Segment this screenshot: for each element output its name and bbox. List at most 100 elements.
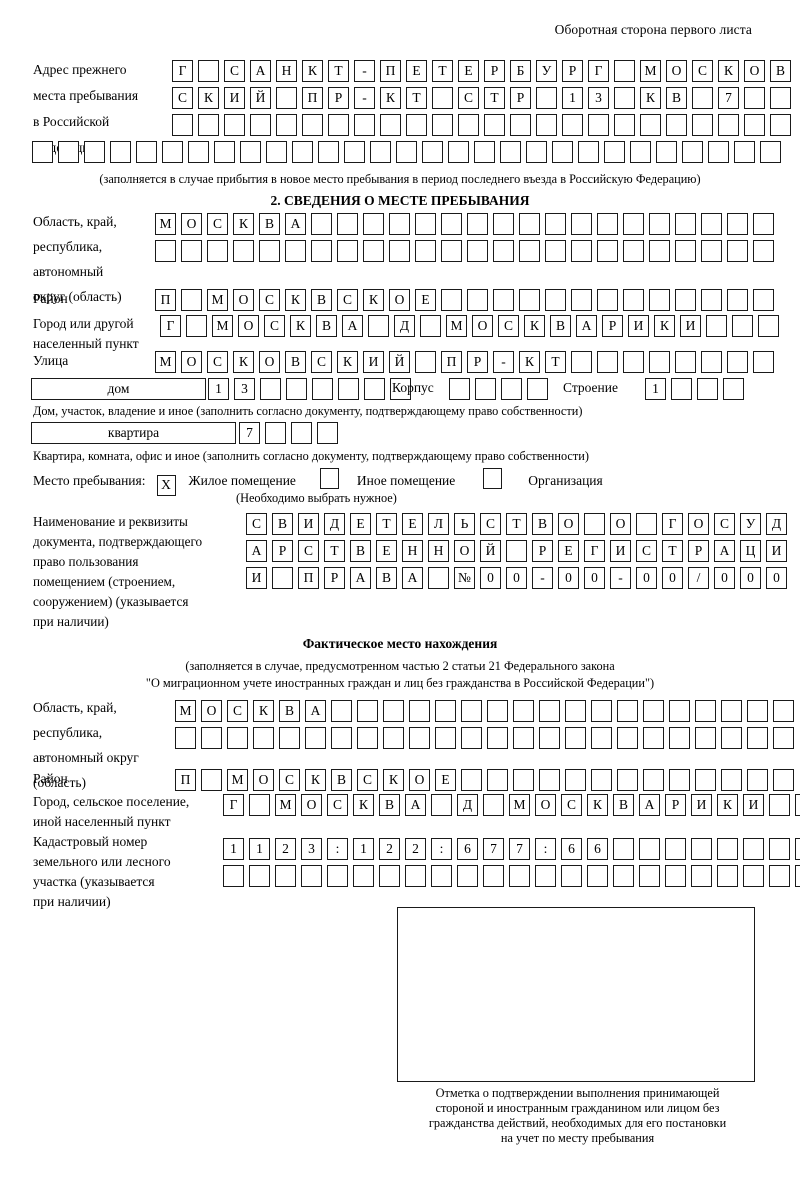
char-cell[interactable] [747, 769, 768, 791]
char-cell[interactable]: Е [376, 540, 397, 562]
char-cell[interactable]: С [636, 540, 657, 562]
char-cell[interactable]: О [610, 513, 631, 535]
char-cell[interactable] [448, 141, 469, 163]
char-cell[interactable] [201, 727, 222, 749]
char-cell[interactable]: К [524, 315, 545, 337]
char-cell[interactable]: 0 [662, 567, 683, 589]
char-cell[interactable]: С [259, 289, 280, 311]
char-cell[interactable] [545, 289, 566, 311]
char-cell[interactable] [513, 727, 534, 749]
char-cell[interactable] [363, 240, 384, 262]
char-cell[interactable] [623, 289, 644, 311]
char-cell[interactable]: 1 [223, 838, 244, 860]
char-cell[interactable] [338, 378, 359, 400]
char-cell[interactable]: С [207, 351, 228, 373]
char-cell[interactable] [717, 865, 738, 887]
char-cell[interactable]: К [290, 315, 311, 337]
char-cell[interactable] [461, 727, 482, 749]
char-cell[interactable]: Р [328, 87, 349, 109]
char-cell[interactable]: В [285, 351, 306, 373]
char-cell[interactable] [747, 700, 768, 722]
char-cell[interactable]: О [389, 289, 410, 311]
char-cell[interactable]: А [350, 567, 371, 589]
stamp-area-box[interactable] [397, 907, 755, 1082]
char-cell[interactable]: - [354, 60, 375, 82]
char-cell[interactable]: К [718, 60, 739, 82]
char-cell[interactable] [327, 865, 348, 887]
char-cell[interactable]: А [639, 794, 660, 816]
char-cell[interactable]: Д [394, 315, 415, 337]
char-cell[interactable] [84, 141, 105, 163]
char-cell[interactable]: К [717, 794, 738, 816]
char-cell[interactable]: 1 [353, 838, 374, 860]
char-cell[interactable]: С [298, 540, 319, 562]
char-cell[interactable] [172, 114, 193, 136]
char-cell[interactable]: Н [402, 540, 423, 562]
char-cell[interactable] [415, 351, 436, 373]
char-cell[interactable] [181, 289, 202, 311]
char-cell[interactable] [571, 351, 592, 373]
char-cell[interactable] [331, 700, 352, 722]
char-cell[interactable] [769, 865, 790, 887]
char-cell[interactable]: Д [766, 513, 787, 535]
char-cell[interactable] [406, 114, 427, 136]
char-cell[interactable]: А [285, 213, 306, 235]
char-cell[interactable] [734, 141, 755, 163]
char-cell[interactable]: Р [272, 540, 293, 562]
char-cell[interactable] [536, 87, 557, 109]
char-cell[interactable] [701, 213, 722, 235]
char-cell[interactable]: Р [467, 351, 488, 373]
char-cell[interactable]: 0 [636, 567, 657, 589]
char-cell[interactable] [639, 838, 660, 860]
char-cell[interactable]: Р [562, 60, 583, 82]
char-cell[interactable] [562, 114, 583, 136]
char-cell[interactable] [753, 289, 774, 311]
char-cell[interactable]: И [363, 351, 384, 373]
char-cell[interactable] [519, 240, 540, 262]
char-cell[interactable]: К [654, 315, 675, 337]
char-cell[interactable] [449, 378, 470, 400]
char-cell[interactable] [675, 240, 696, 262]
char-cell[interactable]: Г [584, 540, 605, 562]
char-cell[interactable] [630, 141, 651, 163]
char-cell[interactable] [701, 240, 722, 262]
char-cell[interactable]: Н [276, 60, 297, 82]
char-cell[interactable]: О [233, 289, 254, 311]
char-cell[interactable]: Г [223, 794, 244, 816]
char-cell[interactable] [753, 351, 774, 373]
char-cell[interactable] [571, 240, 592, 262]
char-cell[interactable]: П [175, 769, 196, 791]
char-cell[interactable] [597, 240, 618, 262]
char-cell[interactable] [227, 727, 248, 749]
char-cell[interactable]: Г [160, 315, 181, 337]
char-cell[interactable]: / [688, 567, 709, 589]
char-cell[interactable]: М [640, 60, 661, 82]
char-cell[interactable] [249, 865, 270, 887]
char-cell[interactable] [198, 114, 219, 136]
char-cell[interactable] [344, 141, 365, 163]
char-cell[interactable] [665, 838, 686, 860]
char-cell[interactable]: В [279, 700, 300, 722]
char-cell[interactable] [656, 141, 677, 163]
char-cell[interactable]: 6 [561, 838, 582, 860]
char-cell[interactable] [409, 700, 430, 722]
char-cell[interactable]: М [446, 315, 467, 337]
char-cell[interactable]: В [770, 60, 791, 82]
prev-address-row-3[interactable] [172, 114, 796, 136]
char-cell[interactable]: Т [376, 513, 397, 535]
char-cell[interactable] [691, 838, 712, 860]
char-cell[interactable] [493, 289, 514, 311]
actual-region-row-2[interactable] [175, 727, 799, 749]
char-cell[interactable]: О [181, 351, 202, 373]
char-cell[interactable] [649, 351, 670, 373]
char-cell[interactable]: Г [588, 60, 609, 82]
char-cell[interactable] [591, 769, 612, 791]
char-cell[interactable] [578, 141, 599, 163]
char-cell[interactable] [291, 422, 312, 444]
char-cell[interactable]: О [301, 794, 322, 816]
char-cell[interactable]: 7 [509, 838, 530, 860]
char-cell[interactable] [597, 351, 618, 373]
char-cell[interactable] [501, 378, 522, 400]
